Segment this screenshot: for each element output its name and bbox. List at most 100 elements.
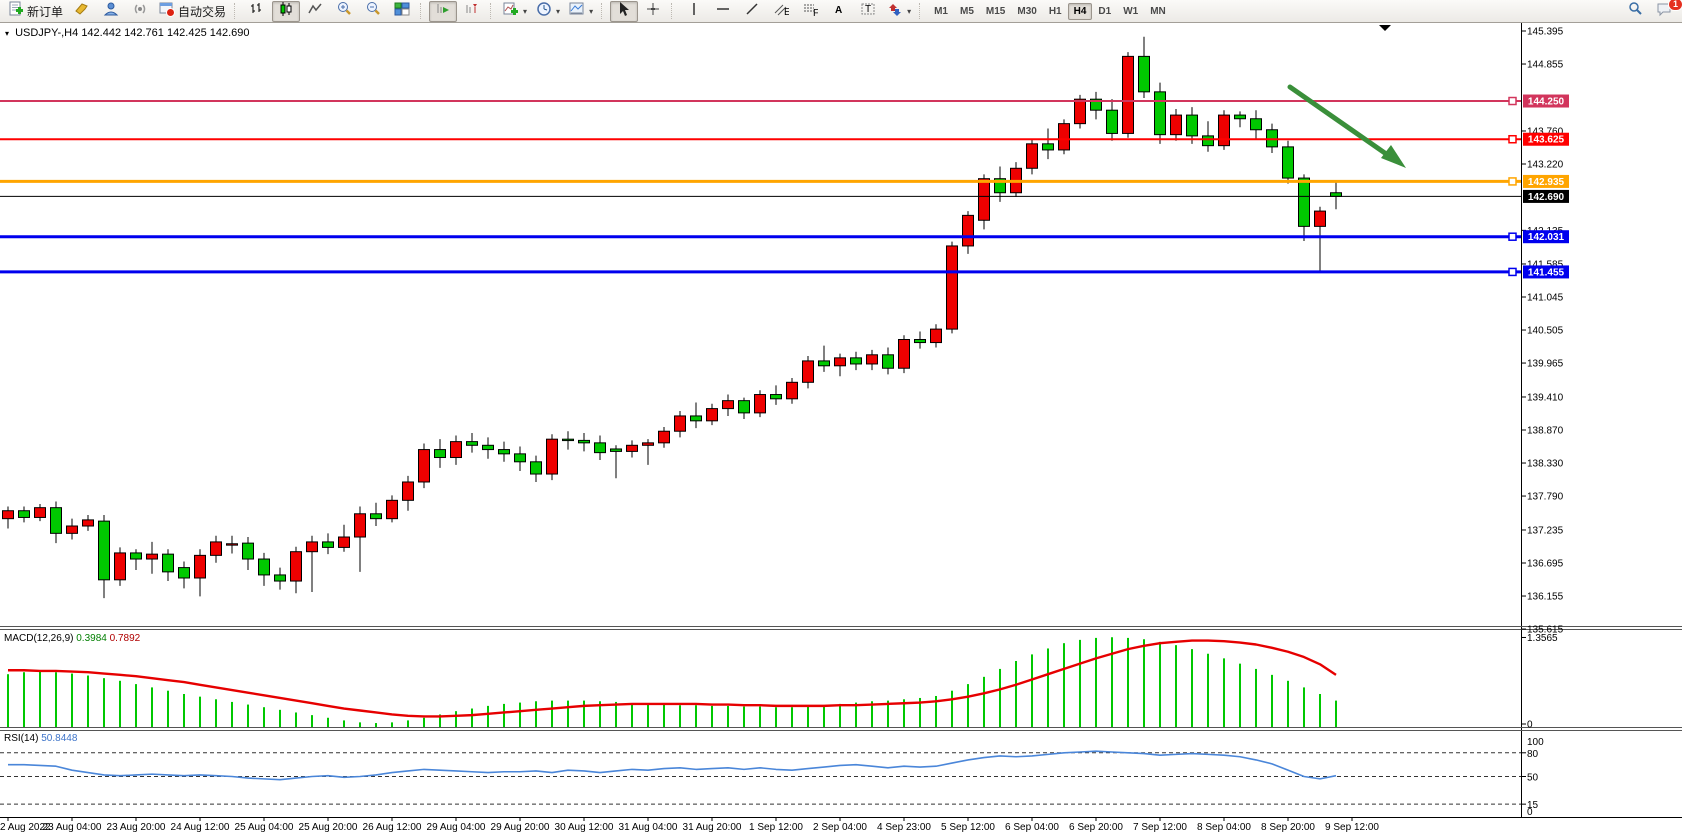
chart-shift-button[interactable] — [458, 1, 486, 22]
candle — [1170, 114, 1182, 136]
new-order-label: 新订单 — [27, 4, 64, 19]
periods-button[interactable]: ▾ — [532, 1, 564, 22]
tf-button-H4[interactable]: H4 — [1067, 2, 1093, 20]
hline-handle[interactable] — [1508, 96, 1517, 106]
trend-arrow[interactable] — [1287, 84, 1406, 168]
text-label-button[interactable]: T — [854, 1, 882, 22]
trendline-button[interactable] — [738, 1, 766, 22]
rsi-level-label: 80 — [1527, 749, 1539, 760]
bars-chart-button[interactable] — [243, 1, 271, 22]
hline-handle[interactable] — [1508, 134, 1517, 144]
price-tick-label: 137.790 — [1527, 492, 1564, 503]
arrows-button[interactable]: ▾ — [883, 1, 915, 22]
one-click-caret-icon[interactable]: ▾ — [5, 29, 10, 38]
tf-button-M30[interactable]: M30 — [1017, 5, 1037, 17]
rsi-level-label: 50 — [1527, 773, 1539, 784]
zoom-in-icon — [336, 1, 352, 22]
time-tick-label: 30 Aug 12:00 — [555, 822, 614, 833]
templates-button[interactable]: ▾ — [565, 1, 597, 22]
rsi-value: 50.8448 — [41, 733, 78, 744]
indicators-button[interactable]: ▾ — [499, 1, 531, 22]
tf-button-H1[interactable]: H1 — [1048, 5, 1062, 17]
price-badge — [1523, 230, 1569, 244]
signal-button[interactable] — [126, 1, 154, 22]
tf-button-D1[interactable]: D1 — [1098, 5, 1112, 17]
search-button[interactable] — [1621, 1, 1649, 22]
tf-button-W1[interactable]: W1 — [1123, 5, 1139, 17]
vertical-line-button[interactable] — [680, 1, 708, 22]
candles-chart-button[interactable] — [272, 0, 301, 22]
price-badge-label: 142.690 — [1528, 192, 1565, 203]
candle — [1186, 114, 1198, 137]
auto-scroll-button[interactable] — [429, 0, 458, 22]
candle — [578, 439, 590, 444]
zoom-out-button[interactable] — [359, 1, 387, 22]
templates-dropdown-caret[interactable]: ▾ — [589, 6, 594, 16]
line-chart-button[interactable] — [301, 1, 329, 22]
candle — [82, 519, 94, 527]
chart-shift-icon — [464, 1, 480, 22]
toolbar-separator — [919, 3, 924, 19]
candle — [962, 214, 974, 247]
candle — [626, 444, 638, 452]
profile-button[interactable] — [97, 1, 125, 22]
tf-button-MN[interactable]: MN — [1150, 5, 1166, 17]
chart-shift-marker-icon[interactable] — [1379, 25, 1391, 31]
price-tick-label: 137.235 — [1527, 525, 1564, 536]
macd-signal-line — [8, 639, 1337, 718]
tile-windows-icon — [394, 1, 410, 22]
autotrading-label: 自动交易 — [178, 4, 227, 19]
autotrading-button[interactable]: 自动交易 — [155, 1, 230, 22]
zoom-in-button[interactable] — [330, 1, 358, 22]
macd-value: 0.3984 — [76, 633, 107, 644]
crosshair-button[interactable] — [639, 1, 667, 22]
rsi-label: RSI(14) 50.8448 — [4, 733, 77, 744]
arrows-dropdown-caret[interactable]: ▾ — [907, 6, 912, 16]
candle — [210, 541, 222, 556]
periods-icon — [536, 1, 552, 22]
macd-label: MACD(12,26,9) 0.3984 0.7892 — [4, 633, 140, 644]
candle — [306, 541, 318, 553]
candle — [658, 430, 670, 444]
candle — [594, 442, 606, 454]
fibonacci-button[interactable]: F — [796, 1, 824, 22]
candle — [482, 444, 494, 451]
tile-windows-button[interactable] — [388, 1, 416, 22]
new-order-button[interactable]: 新订单 — [4, 1, 67, 22]
hammer-button[interactable] — [68, 1, 96, 22]
candle — [978, 178, 990, 221]
tf-button-M15[interactable]: M15 — [985, 5, 1006, 17]
candle — [1026, 143, 1038, 169]
equidistant-channel-button[interactable]: E — [767, 1, 795, 22]
notifications-button[interactable]: 1 — [1650, 0, 1682, 22]
rsi-pane: 80 50 15 100 0 — [0, 737, 1544, 818]
horizontal-lines[interactable] — [0, 96, 1521, 277]
candle — [1106, 109, 1118, 134]
time-tick-label: 31 Aug 20:00 — [683, 822, 742, 833]
indicators-dropdown-caret[interactable]: ▾ — [523, 6, 528, 16]
hline-handle[interactable] — [1508, 177, 1517, 186]
periods-dropdown-caret[interactable]: ▾ — [556, 6, 561, 16]
candle — [130, 552, 142, 560]
candle — [1330, 192, 1342, 197]
price-tick-label: 138.330 — [1527, 459, 1564, 470]
tf-button-M1[interactable]: M1 — [934, 5, 948, 17]
vertical-line-icon — [686, 1, 702, 22]
price-tick-label: 141.585 — [1527, 259, 1564, 270]
text-button[interactable]: A — [825, 1, 853, 22]
price-badge-label: 143.625 — [1528, 135, 1565, 146]
hline-handle[interactable] — [1508, 267, 1517, 277]
tf-button-M5[interactable]: M5 — [960, 5, 974, 17]
trendline-icon — [744, 1, 760, 22]
cursor-button[interactable] — [610, 0, 639, 22]
hline-handle[interactable] — [1508, 232, 1517, 241]
candle — [786, 381, 798, 400]
arrows-icon — [887, 1, 903, 22]
time-tick-label: 24 Aug 12:00 — [171, 822, 230, 833]
candle — [946, 245, 958, 330]
candle — [1154, 91, 1166, 136]
horizontal-line-button[interactable] — [709, 1, 737, 22]
cursor-icon — [616, 1, 632, 22]
svg-text:T: T — [865, 4, 871, 15]
rsi-level-label: 15 — [1527, 800, 1539, 811]
